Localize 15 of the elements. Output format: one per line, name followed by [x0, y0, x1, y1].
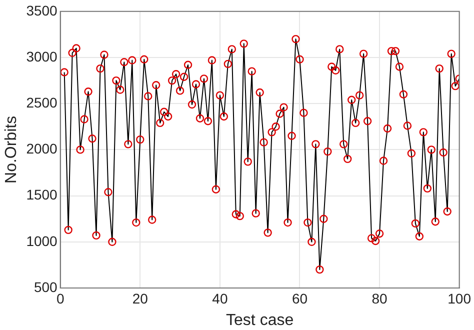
x-tick-label: 80 — [372, 290, 388, 306]
x-axis-title: Test case — [226, 312, 294, 329]
y-tick-label: 500 — [34, 278, 58, 295]
y-tick-label: 3500 — [26, 2, 58, 18]
x-tick-label: 0 — [56, 290, 64, 306]
x-tick-label: 100 — [448, 290, 472, 306]
y-axis-title: No.Orbits — [3, 116, 20, 184]
y-tick-label: 1000 — [26, 232, 58, 249]
y-tick-label: 1500 — [26, 186, 58, 203]
y-tick-label: 3000 — [26, 48, 58, 64]
x-tick-label: 60 — [292, 290, 308, 306]
y-tick-label: 2500 — [26, 94, 58, 110]
y-tick-label: 2000 — [26, 140, 58, 157]
x-tick-label: 40 — [212, 290, 228, 306]
x-tick-label: 20 — [132, 290, 148, 306]
